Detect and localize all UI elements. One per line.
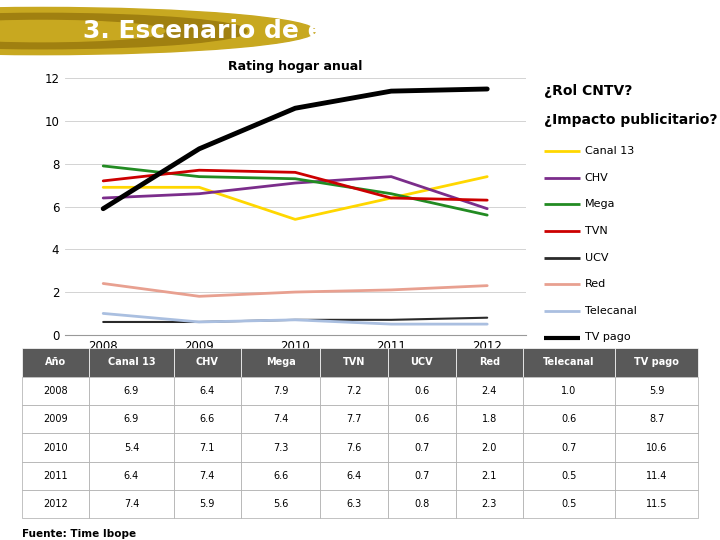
Text: 6.6: 6.6: [199, 414, 215, 424]
Text: 0.6: 0.6: [414, 414, 429, 424]
Circle shape: [0, 8, 315, 55]
Text: 7.4: 7.4: [199, 471, 215, 481]
Text: Rating hogar anual: Rating hogar anual: [228, 60, 362, 73]
Text: 0.5: 0.5: [562, 499, 577, 509]
Text: TV pago: TV pago: [634, 357, 679, 368]
Text: 0.8: 0.8: [414, 499, 429, 509]
Text: 8.7: 8.7: [649, 414, 665, 424]
Text: 2009: 2009: [43, 414, 68, 424]
Text: 7.4: 7.4: [124, 499, 139, 509]
Text: Mega: Mega: [266, 357, 295, 368]
Text: 5.9: 5.9: [649, 386, 665, 396]
Text: 5.4: 5.4: [124, 442, 139, 453]
Text: 0.7: 0.7: [414, 442, 429, 453]
Text: Red: Red: [585, 279, 606, 289]
Text: 6.4: 6.4: [346, 471, 361, 481]
Text: 10.6: 10.6: [646, 442, 667, 453]
Text: 6.6: 6.6: [273, 471, 288, 481]
Text: 2.0: 2.0: [482, 442, 497, 453]
Text: 0.7: 0.7: [562, 442, 577, 453]
Text: 2011: 2011: [43, 471, 68, 481]
Text: UCV: UCV: [585, 253, 608, 262]
Text: Mega: Mega: [585, 199, 615, 210]
Text: 1.8: 1.8: [482, 414, 497, 424]
Text: 2010: 2010: [43, 442, 68, 453]
Text: 0.6: 0.6: [414, 386, 429, 396]
Text: Canal 13: Canal 13: [585, 146, 634, 156]
Text: Canal 13: Canal 13: [107, 357, 156, 368]
Text: ¿Rol CNTV?: ¿Rol CNTV?: [544, 84, 632, 98]
Text: CHV: CHV: [585, 173, 608, 183]
Text: 7.7: 7.7: [346, 414, 361, 424]
Text: Telecanal: Telecanal: [585, 306, 636, 316]
Text: TVN: TVN: [343, 357, 365, 368]
Text: 2.3: 2.3: [482, 499, 497, 509]
Text: 3. Escenario de evolución: crecimiento del cable: 3. Escenario de evolución: crecimiento d…: [83, 19, 720, 43]
Circle shape: [0, 21, 165, 42]
Text: Telecanal: Telecanal: [544, 357, 595, 368]
Text: TVN: TVN: [585, 226, 608, 236]
Text: 1.0: 1.0: [562, 386, 577, 396]
Text: 7.2: 7.2: [346, 386, 361, 396]
Text: 5.9: 5.9: [199, 499, 215, 509]
Text: Fuente: Time Ibope: Fuente: Time Ibope: [22, 529, 136, 539]
Text: Año: Año: [45, 357, 66, 368]
Text: 2.4: 2.4: [482, 386, 497, 396]
Text: 7.9: 7.9: [273, 386, 288, 396]
Text: CHV: CHV: [196, 357, 219, 368]
Text: 7.6: 7.6: [346, 442, 361, 453]
Text: 7.4: 7.4: [273, 414, 288, 424]
Text: 6.9: 6.9: [124, 414, 139, 424]
Text: 7.3: 7.3: [273, 442, 288, 453]
Text: TV pago: TV pago: [585, 333, 630, 342]
Text: 2.1: 2.1: [482, 471, 497, 481]
Text: 6.4: 6.4: [124, 471, 139, 481]
Text: 11.5: 11.5: [646, 499, 667, 509]
Text: ¿Impacto publicitario?: ¿Impacto publicitario?: [544, 113, 717, 127]
Text: 0.6: 0.6: [562, 414, 577, 424]
Text: 6.3: 6.3: [346, 499, 361, 509]
Text: 0.5: 0.5: [562, 471, 577, 481]
Text: Red: Red: [479, 357, 500, 368]
Circle shape: [0, 14, 247, 49]
Text: 11.4: 11.4: [646, 471, 667, 481]
Text: 7.1: 7.1: [199, 442, 215, 453]
Text: 6.4: 6.4: [199, 386, 215, 396]
Text: 0.7: 0.7: [414, 471, 429, 481]
Text: 5.6: 5.6: [273, 499, 288, 509]
Text: 2012: 2012: [43, 499, 68, 509]
Text: UCV: UCV: [410, 357, 433, 368]
Text: 2008: 2008: [43, 386, 68, 396]
Text: 6.9: 6.9: [124, 386, 139, 396]
